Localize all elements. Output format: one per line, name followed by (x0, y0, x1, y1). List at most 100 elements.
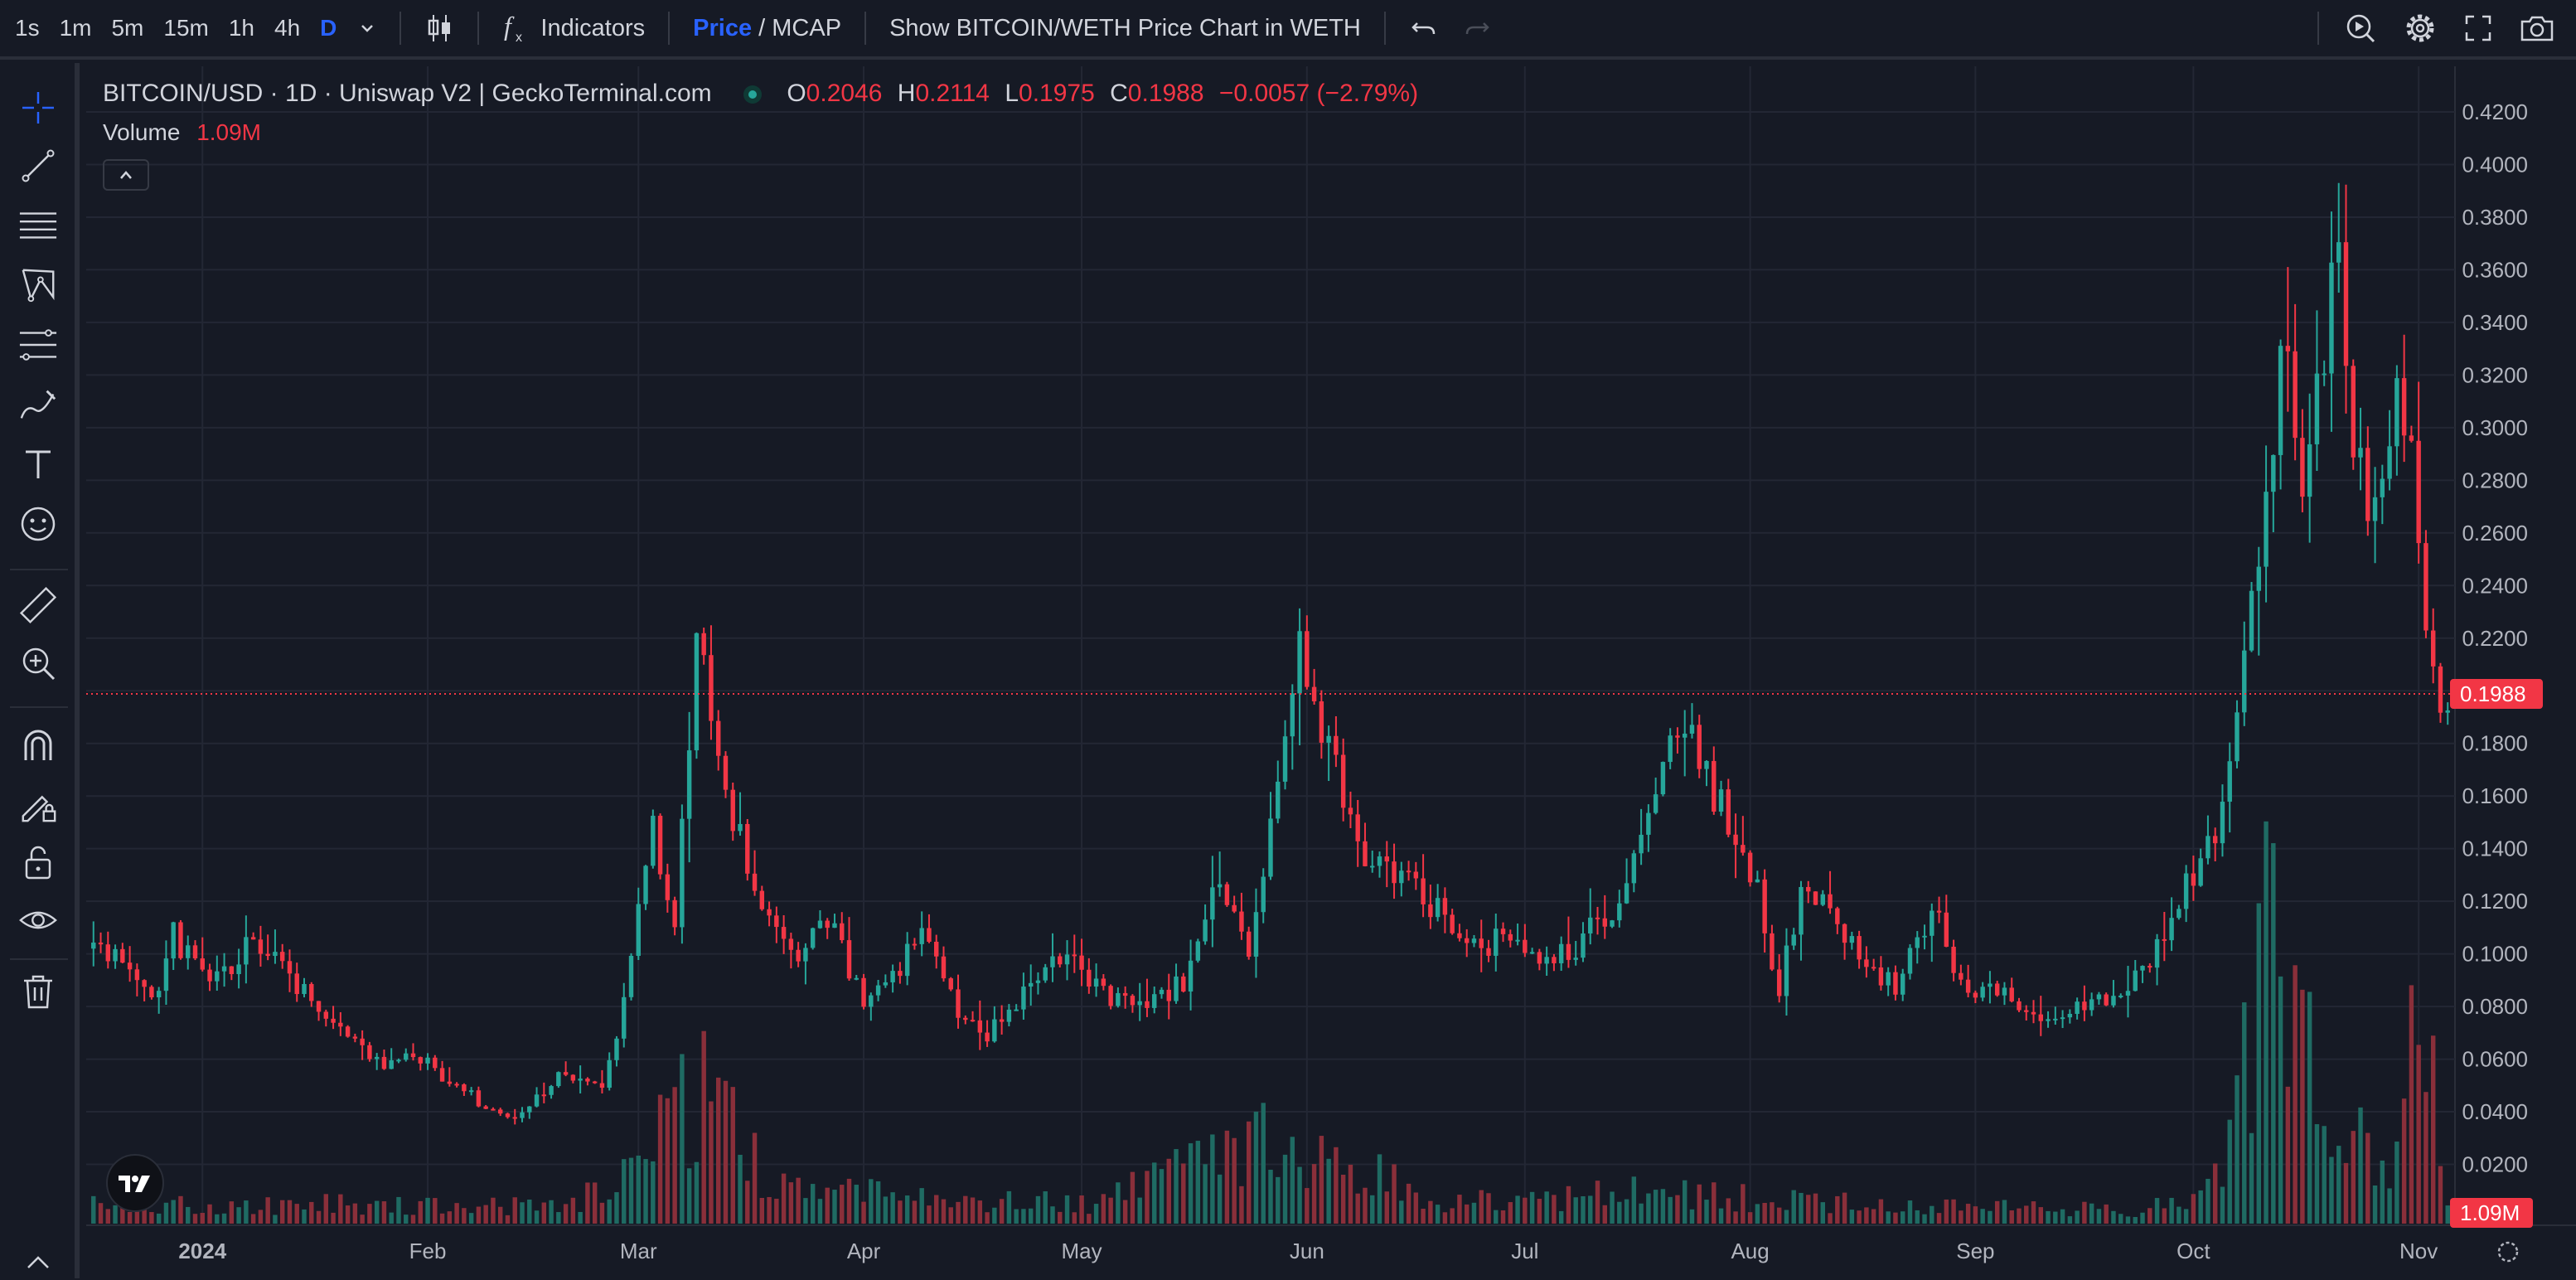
candle-body (2038, 1014, 2044, 1021)
collapse-legend-button[interactable] (103, 159, 149, 191)
pattern-icon[interactable] (18, 265, 58, 305)
gear-icon[interactable] (2390, 5, 2450, 51)
volume-bar (1348, 1164, 1353, 1224)
candle-body (1413, 871, 1419, 879)
price-axis[interactable]: 0.0200 0.0400 0.0600 0.0800 0.1000 0.1200 0.14… (2462, 99, 2528, 1177)
volume-bar (1457, 1195, 1462, 1224)
show-weth-button[interactable]: Show BITCOIN/WETH Price Chart in WETH (889, 14, 1361, 41)
chevron-down-icon[interactable] (346, 5, 388, 51)
emoji-icon[interactable] (18, 504, 58, 544)
horizontal-lines-icon[interactable] (18, 206, 58, 245)
text-icon[interactable] (18, 444, 58, 484)
volume-bar (410, 1215, 416, 1224)
candle-body (2242, 650, 2247, 713)
timeframe-1h[interactable]: 1h (228, 15, 255, 41)
timeframe-4h[interactable]: 4h (274, 15, 301, 41)
volume-bar (1116, 1182, 1121, 1224)
volume-bar (1217, 1174, 1223, 1224)
candle-body (163, 958, 169, 992)
candle-body (1980, 987, 1985, 998)
timeframe-15m[interactable]: 15m (163, 15, 209, 41)
candle-body (1014, 1009, 1019, 1011)
x-tick-label: Apr (847, 1239, 881, 1263)
candle-body (1762, 879, 1767, 933)
candle-body (171, 922, 176, 959)
volume-bar (2235, 1075, 2239, 1224)
volume-bar (2053, 1211, 2058, 1224)
magnet-icon[interactable] (18, 726, 58, 766)
eye-icon[interactable] (18, 900, 58, 940)
candle-body (404, 1053, 409, 1060)
volume-bar (1624, 1199, 1629, 1224)
volume-bar (98, 1203, 104, 1224)
timeframe-5m[interactable]: 5m (111, 15, 144, 41)
volume-bar (1006, 1190, 1012, 1224)
candle-body (425, 1057, 430, 1064)
volume-bar (1406, 1183, 1411, 1224)
candle-body (2125, 991, 2131, 996)
mcap-option[interactable]: MCAP (772, 14, 842, 41)
volume-bar (1799, 1192, 1804, 1224)
candle-body (1893, 972, 1898, 995)
candle-body (2024, 1010, 2029, 1012)
time-axis[interactable]: 2024 Feb Mar Apr May Jun Jul Aug Sep Oct Nov (178, 1239, 2519, 1263)
volume-bar (454, 1203, 459, 1224)
y-tick-label: 0.1400 (2462, 836, 2528, 861)
candle-body (1588, 917, 1593, 933)
trash-icon[interactable] (18, 972, 58, 1011)
undo-icon[interactable] (1397, 5, 1450, 51)
candle-body (1973, 992, 1978, 998)
price-mcap-toggle[interactable]: Price / MCAP (681, 5, 853, 51)
volume-label[interactable]: Volume (103, 119, 181, 145)
timeframe-1m[interactable]: 1m (59, 15, 92, 41)
axis-settings-gear-icon[interactable] (2497, 1241, 2519, 1263)
fullscreen-icon[interactable] (2450, 5, 2506, 51)
volume-bar (810, 1184, 816, 1224)
candle-body (1733, 834, 1738, 846)
brush-icon[interactable] (18, 385, 58, 424)
trendline-icon[interactable] (18, 146, 58, 186)
volume-bar (2438, 1166, 2443, 1224)
candle-body (1500, 928, 1506, 934)
zoom-in-icon[interactable] (18, 643, 58, 683)
timeframe-1s[interactable]: 1s (15, 15, 40, 41)
y-tick-label: 0.3200 (2462, 362, 2528, 387)
volume-bar (2409, 985, 2414, 1224)
candle-body (2009, 987, 2014, 1001)
price-option[interactable]: Price (693, 14, 753, 41)
camera-icon[interactable] (2506, 5, 2568, 51)
candle-body (1791, 934, 1796, 946)
candle-body (2430, 630, 2436, 667)
volume-bar (520, 1202, 525, 1224)
volume-bar (1660, 1189, 1666, 1224)
volume-bar (825, 1187, 830, 1224)
candle-body (1828, 894, 1833, 909)
timeframe-d[interactable]: D (320, 15, 337, 41)
candle-body (1718, 789, 1724, 812)
volume-bar (2380, 1160, 2385, 1224)
symbol-title[interactable]: BITCOIN/USD · 1D · Uniswap V2 | GeckoTer… (103, 80, 712, 107)
volume-bar (462, 1208, 467, 1224)
redo-icon[interactable] (1450, 5, 1503, 51)
candle-body (113, 948, 118, 962)
ruler-icon[interactable] (18, 585, 58, 625)
volume-bar (1602, 1205, 1607, 1224)
volume-bar (1747, 1212, 1753, 1224)
lock-icon[interactable] (18, 842, 58, 882)
candle-body (869, 995, 874, 1007)
x-tick-label: Mar (620, 1239, 657, 1263)
lock-drawing-icon[interactable] (18, 784, 58, 824)
candle-body (1689, 725, 1695, 734)
tradingview-logo[interactable] (106, 1154, 164, 1212)
fib-icon[interactable] (18, 325, 58, 365)
crosshair-icon[interactable] (18, 88, 58, 128)
volume-bar (622, 1159, 627, 1224)
candlestick-icon[interactable] (413, 5, 466, 51)
divider (2317, 12, 2319, 45)
candle-body (1188, 960, 1194, 992)
candle-body (1994, 983, 2000, 996)
chevron-up-icon[interactable] (18, 1240, 58, 1280)
replay-icon[interactable] (2331, 5, 2390, 51)
